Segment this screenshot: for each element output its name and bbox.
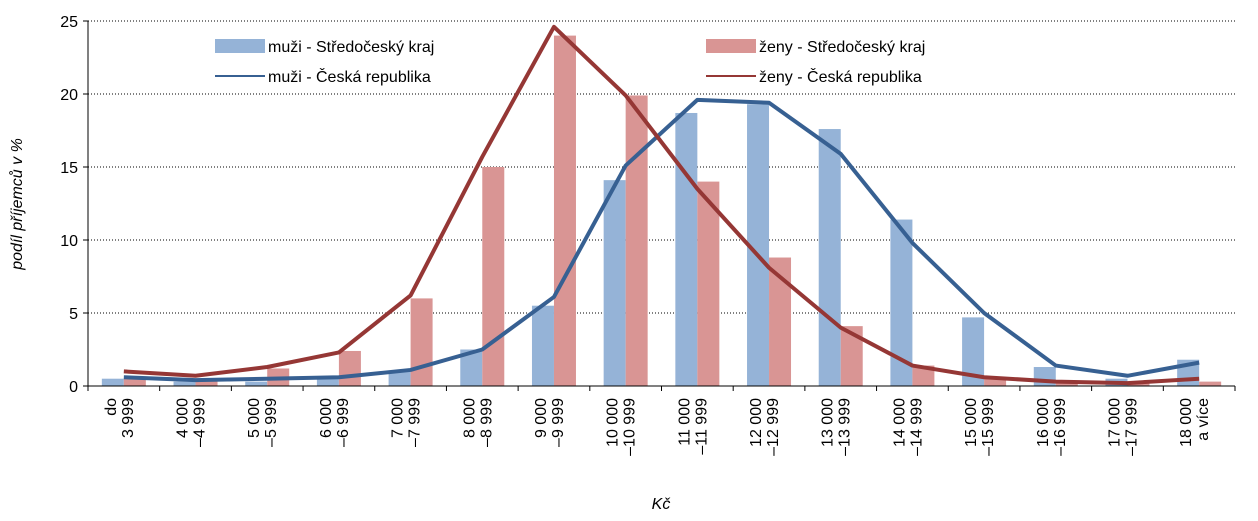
x-tick-label: –4 999 (192, 398, 209, 447)
x-tick-label: –16 999 (1052, 398, 1069, 456)
x-tick-label: –6 999 (335, 398, 352, 447)
legend-label: ženy - Středočeský kraj (759, 39, 925, 56)
bar (912, 365, 935, 386)
bar (531, 305, 554, 386)
bar (984, 378, 1007, 386)
bar (962, 317, 985, 386)
bar (316, 378, 339, 386)
legend-label: muži - Středočeský kraj (268, 39, 434, 56)
bar (769, 257, 792, 386)
y-tick-label: 0 (69, 379, 78, 396)
bar (818, 129, 841, 387)
x-tick-label: –14 999 (908, 398, 925, 456)
x-tick-label: 6 000 (318, 398, 335, 438)
x-tick-label: –9 999 (550, 398, 567, 447)
x-tick-label: 5 000 (246, 398, 263, 438)
x-tick-label: 11 000 (676, 398, 693, 446)
y-tick-label: 5 (69, 306, 78, 323)
bar (460, 349, 483, 386)
bar (245, 381, 268, 386)
bar (173, 381, 196, 386)
x-tick-label: 14 000 (891, 398, 908, 447)
bar (1127, 383, 1150, 386)
bar (410, 298, 433, 386)
x-tick-label: –12 999 (765, 398, 782, 456)
bar (890, 219, 913, 386)
x-tick-label: 4 000 (175, 398, 192, 438)
bar (388, 371, 411, 386)
x-tick-label: –17 999 (1123, 398, 1140, 456)
x-tick-label: 3 999 (120, 398, 137, 438)
bar (697, 181, 720, 386)
y-tick-label: 15 (60, 160, 78, 177)
bar (603, 180, 626, 386)
y-tick-label: 10 (60, 233, 78, 250)
x-tick-label: 18 000 (1178, 398, 1195, 447)
bar (675, 112, 698, 386)
y-tick-label: 25 (60, 14, 78, 31)
y-axis-label: podíl příjemců v % (8, 138, 26, 271)
y-tick-label: 20 (60, 87, 78, 104)
x-tick-label: 15 000 (963, 398, 980, 447)
bar (482, 167, 505, 386)
x-tick-label: –13 999 (837, 398, 854, 456)
x-tick-label: do (103, 398, 120, 416)
bar (840, 326, 863, 386)
bar (553, 35, 576, 386)
x-tick-label: 10 000 (605, 398, 622, 447)
x-tick-label: –5 999 (263, 398, 280, 447)
bar (101, 378, 124, 386)
line (123, 24, 1200, 386)
legend-label: ženy - Česká republika (759, 67, 922, 86)
bar (625, 95, 648, 387)
legend-swatch (706, 39, 756, 53)
x-tick-label: 12 000 (748, 398, 765, 447)
legend-label: muži - Česká republika (268, 67, 431, 86)
x-tick-label: 13 000 (820, 398, 837, 447)
x-tick-label: –15 999 (980, 398, 997, 456)
x-tick-label: –10 999 (622, 398, 639, 456)
bar (1055, 383, 1078, 386)
x-axis-label: Kč (652, 496, 671, 513)
x-tick-label: a více (1195, 398, 1212, 441)
x-tick-label: 7 000 (390, 398, 407, 438)
x-tick-label: 8 000 (461, 398, 478, 438)
bar (1199, 381, 1222, 386)
x-tick-label: –8 999 (478, 398, 495, 447)
bar (123, 378, 146, 386)
x-tick-label: –11 999 (693, 398, 710, 455)
line (123, 97, 1200, 383)
bar (195, 378, 218, 386)
x-tick-label: 17 000 (1106, 398, 1123, 447)
legend-swatch (215, 39, 265, 53)
x-tick-label: –7 999 (407, 398, 424, 447)
bar (747, 104, 770, 386)
x-tick-label: 9 000 (533, 398, 550, 438)
bar (338, 350, 361, 386)
x-tick-label: 16 000 (1035, 398, 1052, 447)
